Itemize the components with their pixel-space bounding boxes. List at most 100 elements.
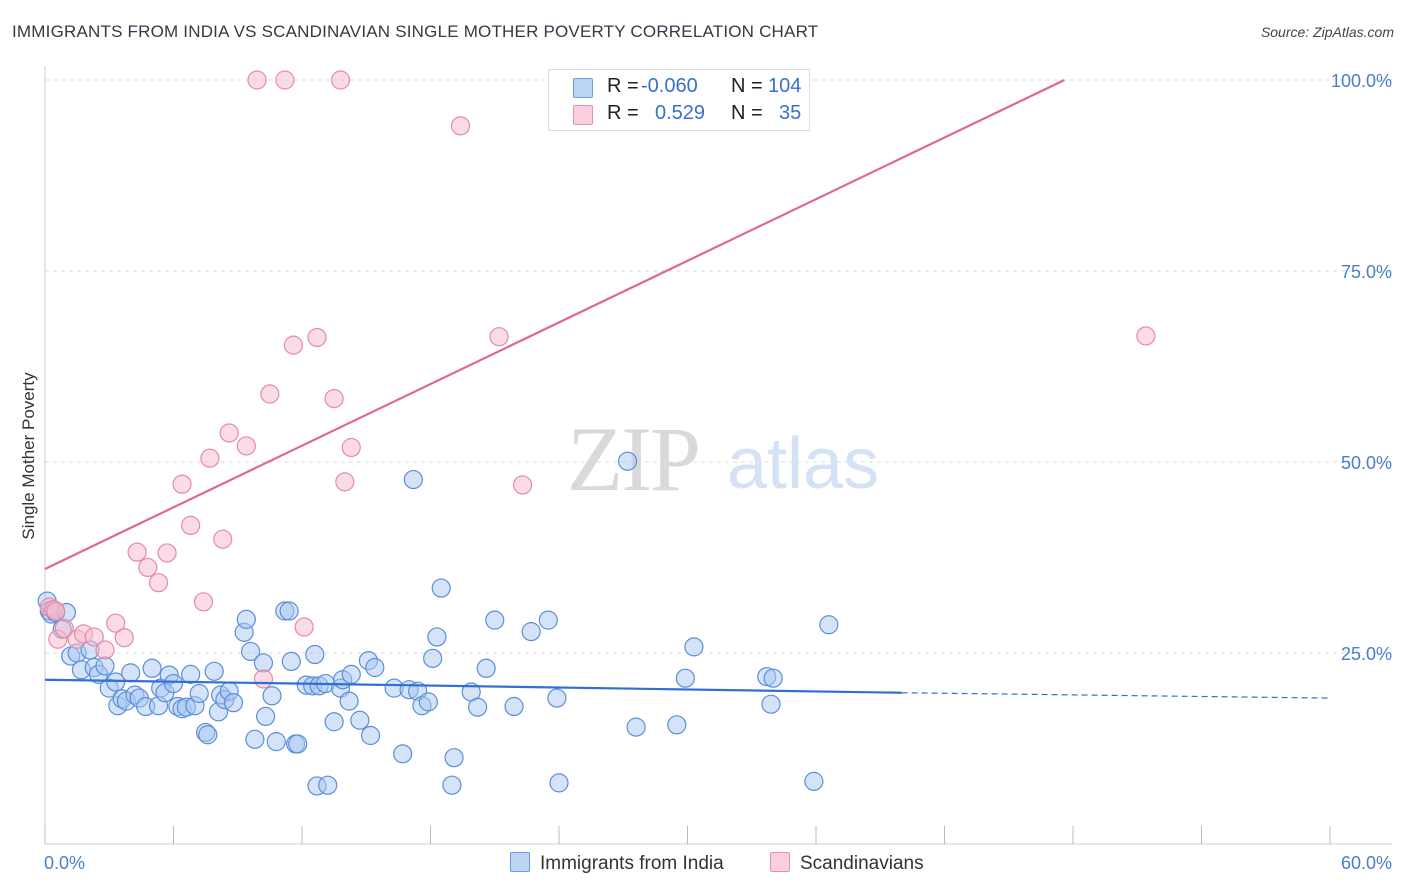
legend-r-value: -0.060 [641, 75, 698, 97]
india-point [241, 641, 261, 662]
legend-n-label: N = [731, 75, 763, 97]
india-point [262, 686, 282, 706]
india-point [403, 469, 423, 490]
legend-n-value: 35 [779, 102, 802, 124]
scandinavian-point [84, 627, 104, 647]
axes [44, 66, 1392, 845]
india-point [189, 683, 209, 704]
india-series [37, 451, 839, 796]
gridlines [45, 79, 1392, 654]
india-point [684, 637, 704, 657]
scandinavian-point [157, 543, 177, 563]
scandinavian-point [213, 529, 233, 549]
scandinavian-point [148, 573, 169, 593]
india-point [675, 668, 695, 688]
correlation-legend: R = -0.060 N = 104 R = 0.529 N = 35 [548, 69, 810, 131]
scandinavians-trend-line [44, 79, 1065, 570]
india-point [95, 656, 115, 676]
scandinavian-point [95, 640, 115, 660]
india-point [245, 729, 265, 749]
y-tick-label: 25.0% [1341, 644, 1392, 664]
india-point [427, 627, 447, 647]
india-point [318, 775, 338, 795]
india-point [431, 578, 451, 598]
scandinavian-point [294, 617, 314, 637]
legend-n-label: N = [731, 102, 763, 124]
india-point [819, 615, 839, 635]
scandinavian-point [114, 628, 134, 648]
bottom-legend-india: Immigrants from India [510, 852, 724, 875]
india-point [305, 644, 325, 665]
scandinavian-point [253, 669, 274, 689]
scandinavian-point [512, 475, 533, 495]
legend-row-scandinavians: R = 0.529 N = 35 [549, 101, 809, 127]
watermark-atlas: atlas [727, 424, 879, 504]
india-point [253, 653, 274, 673]
india-point [763, 668, 783, 688]
trend-lines [44, 79, 1331, 699]
scandinavian-point [275, 70, 295, 90]
x-tick-label: 0.0% [44, 853, 85, 873]
india-point [538, 610, 558, 630]
scandinavian-point [236, 436, 256, 456]
india-point [350, 710, 370, 730]
scandinavian-point [46, 601, 66, 621]
scandinavian-point [193, 592, 214, 612]
india-point [444, 748, 464, 768]
india-point [804, 771, 824, 791]
y-axis-title: Single Mother Poverty [19, 372, 38, 540]
x-tick-label: 60.0% [1341, 853, 1392, 873]
scandinavian-point [260, 384, 280, 404]
scandinavian-point [181, 515, 201, 536]
chart-title: IMMIGRANTS FROM INDIA VS SCANDINAVIAN SI… [12, 22, 819, 41]
scandinavian-point [200, 448, 220, 468]
india-point [365, 657, 385, 678]
legend-row-india: R = -0.060 N = 104 [549, 74, 809, 100]
india-point [485, 610, 505, 630]
scandinavian-point [450, 116, 471, 136]
scandinavian-point [341, 437, 361, 458]
india-point [360, 725, 381, 746]
india-point [223, 693, 244, 713]
india-point [288, 734, 308, 754]
bottom-legend-swatch-india [510, 852, 530, 872]
india-point [521, 622, 541, 642]
india-point [547, 688, 567, 708]
scandinavian-point [247, 70, 267, 90]
scandinavian-point [307, 327, 327, 348]
scandinavian-point [335, 472, 355, 492]
india-point [617, 451, 638, 471]
india-point [324, 712, 344, 732]
scandinavian-point [127, 542, 147, 562]
india-point [198, 725, 218, 745]
india-point [339, 691, 359, 711]
scandinavian-point [1136, 326, 1156, 346]
india-point [549, 773, 569, 793]
scandinavians-series [39, 70, 1156, 689]
india-point [204, 661, 224, 681]
bottom-legend-label-india: Immigrants from India [540, 853, 724, 874]
india-point [142, 658, 162, 678]
india-point [418, 692, 438, 712]
scandinavian-point [172, 474, 192, 494]
scandinavian-point [324, 388, 344, 409]
legend-n-value: 104 [768, 75, 802, 97]
tick-labels: 25.0% 50.0% 75.0% 100.0% 0.0% 60.0% [44, 71, 1392, 873]
india-point [266, 732, 286, 752]
india-point [393, 744, 413, 764]
scandinavian-point [283, 335, 304, 355]
scandinavian-point [219, 423, 239, 443]
bottom-legend-scandinavians: Scandinavians [770, 852, 924, 875]
india-point [468, 697, 488, 717]
y-tick-label: 50.0% [1341, 453, 1392, 473]
y-tick-label: 100.0% [1331, 71, 1392, 91]
india-trend-line [44, 678, 902, 694]
india-point [236, 609, 256, 629]
chart-source: Source: ZipAtlas.com [1260, 24, 1394, 40]
india-point [626, 717, 646, 737]
bottom-legend-label-scandinavians: Scandinavians [800, 853, 924, 874]
scandinavian-point [54, 618, 74, 639]
scandinavian-point [106, 613, 126, 633]
scandinavian-point [330, 70, 351, 90]
